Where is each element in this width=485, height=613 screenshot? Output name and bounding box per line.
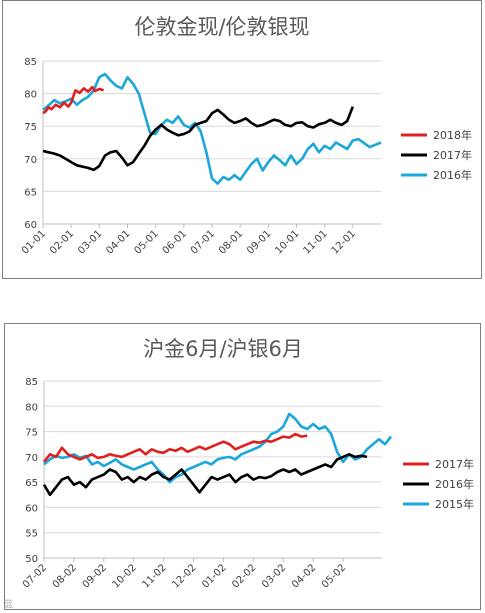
x-tick-label: 04-01 bbox=[104, 228, 132, 256]
series-line-2017年 bbox=[42, 432, 308, 463]
legend-label: 2017年 bbox=[433, 148, 472, 162]
y-tick-label: 65 bbox=[24, 187, 37, 198]
x-tick-label: 01-01 bbox=[20, 228, 48, 256]
x-tick-label: 10-02 bbox=[111, 562, 139, 590]
x-tick-label: 05-01 bbox=[132, 228, 160, 256]
chart-title: 伦敦金现/伦敦银现 bbox=[134, 15, 309, 39]
y-tick-label: 75 bbox=[25, 428, 38, 439]
legend-label: 2015年 bbox=[435, 497, 474, 511]
x-tick-label: 09-02 bbox=[81, 562, 109, 590]
y-tick-label: 60 bbox=[24, 220, 37, 231]
legend-label: 2016年 bbox=[433, 168, 472, 182]
x-tick-label: 03-02 bbox=[260, 562, 288, 590]
x-tick-label: 09-01 bbox=[245, 228, 273, 256]
x-tick-label: 01-02 bbox=[200, 562, 228, 590]
y-tick-label: 60 bbox=[25, 503, 38, 514]
y-tick-label: 85 bbox=[25, 377, 38, 388]
x-tick-label: 10-01 bbox=[273, 228, 301, 256]
x-tick-label: 07-02 bbox=[21, 562, 49, 590]
series-line-2016年 bbox=[42, 72, 382, 185]
legend-label: 2018年 bbox=[433, 128, 472, 142]
chart-panel-shanghai: 沪金6月/沪银6月 50 55 60 65 70 75 80 85 07-02 08-02 09-02… bbox=[4, 323, 481, 610]
chart-panel-london: 伦敦金现/伦敦银现 60 65 70 75 80 85 01-01 02-01 03-01 04-0… bbox=[2, 0, 482, 279]
x-tick-label: 02-02 bbox=[230, 562, 258, 590]
x-tick-label: 11-02 bbox=[140, 562, 168, 590]
x-tick-label: 08-02 bbox=[51, 562, 79, 590]
x-tick-label: 11-01 bbox=[301, 228, 329, 256]
x-tick-label: 08-01 bbox=[217, 228, 245, 256]
chart-title: 沪金6月/沪银6月 bbox=[143, 337, 303, 361]
x-tick-label: 12-01 bbox=[330, 228, 358, 256]
y-tick-label: 65 bbox=[25, 478, 38, 489]
y-tick-label: 75 bbox=[24, 122, 37, 133]
series-line-2015年 bbox=[43, 412, 393, 484]
x-tick-label: 12-02 bbox=[170, 562, 198, 590]
series-line-2018年 bbox=[42, 85, 104, 115]
x-tick-label: 06-01 bbox=[161, 228, 189, 256]
legend-label: 2017年 bbox=[435, 457, 474, 471]
london-gold-silver-chart: 伦敦金现/伦敦银现 60 65 70 75 80 85 01-01 02-01 03-01 04-0… bbox=[20, 15, 472, 257]
series-line-2016年 bbox=[42, 453, 368, 497]
y-tick-label: 70 bbox=[24, 155, 37, 166]
series-line-2017年 bbox=[42, 106, 355, 172]
y-tick-label: 50 bbox=[25, 554, 38, 565]
y-tick-label: 85 bbox=[24, 57, 37, 68]
x-tick-label: 07-01 bbox=[189, 228, 217, 256]
y-tick-label: 80 bbox=[24, 90, 37, 101]
y-tick-label: 55 bbox=[25, 529, 38, 540]
watermark: 蓝 bbox=[4, 600, 14, 610]
legend-label: 2016年 bbox=[435, 477, 474, 491]
x-tick-label: 03-01 bbox=[76, 228, 104, 256]
x-tick-label: 02-01 bbox=[48, 228, 76, 256]
x-tick-label: 05-02 bbox=[320, 562, 348, 590]
x-tick-label: 04-02 bbox=[290, 562, 318, 590]
y-tick-label: 70 bbox=[25, 453, 38, 464]
y-tick-label: 80 bbox=[25, 402, 38, 413]
shanghai-gold-silver-chart: 沪金6月/沪银6月 50 55 60 65 70 75 80 85 07-02 08-02 09-02… bbox=[21, 337, 474, 591]
